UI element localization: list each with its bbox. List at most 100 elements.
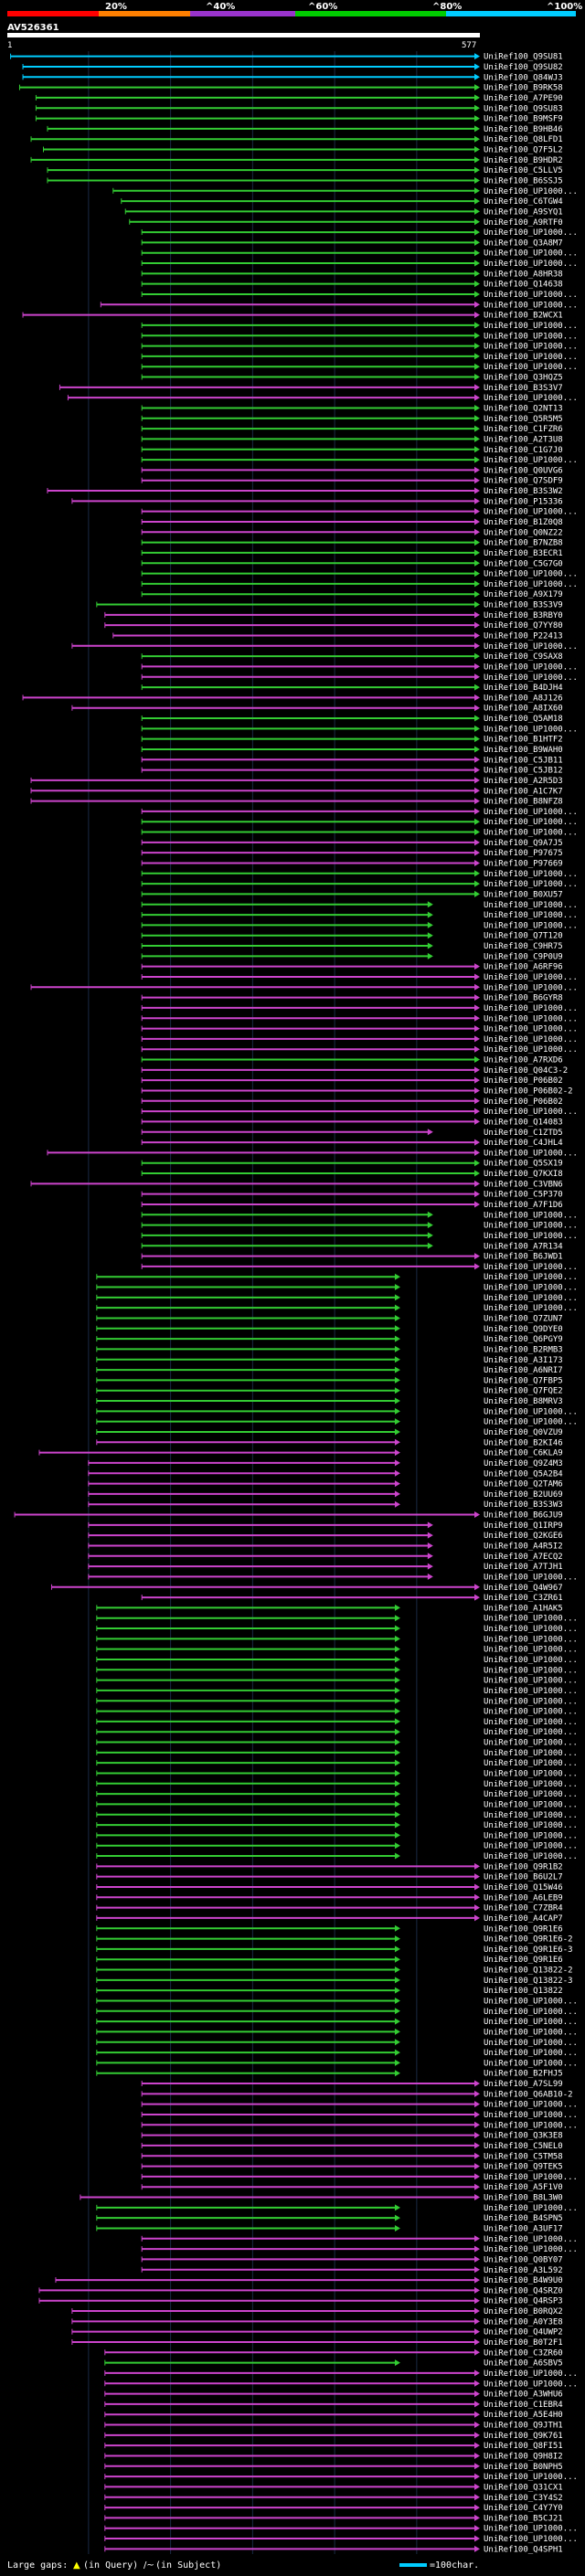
hit-label[interactable]: UniRef100_Q7ZUN7	[484, 1314, 563, 1323]
hit-label[interactable]: UniRef100_UP1000...	[484, 187, 578, 196]
hit-label[interactable]: UniRef100_Q31CX1	[484, 2483, 563, 2492]
hit-label[interactable]: UniRef100_B3S3W3	[484, 1500, 563, 1510]
hit-label[interactable]: UniRef100_UP1000...	[484, 2008, 578, 2017]
hit-label[interactable]: UniRef100_C9P0U9	[484, 952, 563, 961]
hit-label[interactable]: UniRef100_A8J126	[484, 694, 563, 703]
hit-label[interactable]: UniRef100_UP1000...	[484, 1004, 578, 1013]
hit-label[interactable]: UniRef100_Q7KXI8	[484, 1170, 563, 1179]
hit-label[interactable]: UniRef100_UP1000...	[484, 818, 578, 827]
hit-label[interactable]: UniRef100_C5P370	[484, 1191, 563, 1200]
hit-label[interactable]: UniRef100_UP1000...	[484, 1304, 578, 1313]
hit-label[interactable]: UniRef100_C1FZR6	[484, 425, 563, 434]
hit-label[interactable]: UniRef100_UP1000...	[484, 1014, 578, 1023]
hit-label[interactable]: UniRef100_Q2TAM6	[484, 1480, 563, 1489]
hit-label[interactable]: UniRef100_Q13822-2	[484, 1966, 573, 1976]
hit-label[interactable]: UniRef100_A7TJH1	[484, 1563, 563, 1572]
hit-label[interactable]: UniRef100_A8HR38	[484, 270, 563, 279]
hit-label[interactable]: UniRef100_UP1000...	[484, 1211, 578, 1220]
hit-label[interactable]: UniRef100_UP1000...	[484, 1800, 578, 1809]
hit-label[interactable]: UniRef100_A3L592	[484, 2266, 563, 2275]
hit-label[interactable]: UniRef100_A5F1V0	[484, 2183, 563, 2192]
hit-label[interactable]: UniRef100_UP1000...	[484, 829, 578, 838]
hit-label[interactable]: UniRef100_C5LLV5	[484, 166, 563, 175]
hit-label[interactable]: UniRef100_B3ECR1	[484, 549, 563, 558]
hit-label[interactable]: UniRef100_UP1000...	[484, 1749, 578, 1758]
hit-label[interactable]: UniRef100_UP1000...	[484, 322, 578, 331]
hit-label[interactable]: UniRef100_UP1000...	[484, 880, 578, 889]
hit-label[interactable]: UniRef100_Q7F5L2	[484, 146, 563, 155]
hit-label[interactable]: UniRef100_UP1000...	[484, 1677, 578, 1686]
hit-label[interactable]: UniRef100_B4SPN5	[484, 2214, 563, 2223]
hit-label[interactable]: UniRef100_UP1000...	[484, 2101, 578, 2110]
hit-label[interactable]: UniRef100_UP1000...	[484, 1294, 578, 1303]
hit-label[interactable]: UniRef100_UP1000...	[484, 1656, 578, 1665]
hit-label[interactable]: UniRef100_UP1000...	[484, 1222, 578, 1231]
hit-label[interactable]: UniRef100_A4CAP7	[484, 1914, 563, 1924]
hit-label[interactable]: UniRef100_P97669	[484, 859, 563, 868]
hit-label[interactable]: UniRef100_Q5SX19	[484, 1160, 563, 1169]
hit-label[interactable]: UniRef100_UP1000...	[484, 2525, 578, 2534]
hit-label[interactable]: UniRef100_UP1000...	[484, 1263, 578, 1272]
hit-label[interactable]: UniRef100_A7RXD6	[484, 1056, 563, 1065]
hit-label[interactable]: UniRef100_B8MRV3	[484, 1397, 563, 1406]
hit-label[interactable]: UniRef100_UP1000...	[484, 394, 578, 403]
hit-label[interactable]: UniRef100_Q9H8I2	[484, 2452, 563, 2461]
hit-label[interactable]: UniRef100_Q8FI51	[484, 2442, 563, 2451]
hit-label[interactable]: UniRef100_B0RQX2	[484, 2307, 563, 2316]
hit-label[interactable]: UniRef100_UP1000...	[484, 973, 578, 982]
hit-label[interactable]: UniRef100_C6TGW4	[484, 197, 563, 207]
hit-label[interactable]: UniRef100_Q6AB10-2	[484, 2090, 573, 2099]
hit-label[interactable]: UniRef100_UP1000...	[484, 2121, 578, 2130]
hit-label[interactable]: UniRef100_UP1000...	[484, 1687, 578, 1696]
hit-label[interactable]: UniRef100_C3ZR61	[484, 1594, 563, 1603]
hit-label[interactable]: UniRef100_UP1000...	[484, 1025, 578, 1034]
hit-label[interactable]: UniRef100_UP1000...	[484, 301, 578, 310]
hit-label[interactable]: UniRef100_UP1000...	[484, 2173, 578, 2182]
hit-label[interactable]: UniRef100_B6U2L7	[484, 1873, 563, 1882]
hit-label[interactable]: UniRef100_B1Z0Q8	[484, 518, 563, 527]
hit-label[interactable]: UniRef100_B7NZB8	[484, 539, 563, 548]
hit-label[interactable]: UniRef100_Q7T120	[484, 932, 563, 941]
hit-label[interactable]: UniRef100_B4DJH4	[484, 684, 563, 693]
hit-label[interactable]: UniRef100_P06B02-2	[484, 1087, 573, 1096]
hit-label[interactable]: UniRef100_Q5AM18	[484, 715, 563, 724]
hit-label[interactable]: UniRef100_UP1000...	[484, 291, 578, 300]
hit-label[interactable]: UniRef100_UP1000...	[484, 1790, 578, 1799]
hit-label[interactable]: UniRef100_UP1000...	[484, 2369, 578, 2379]
hit-label[interactable]: UniRef100_UP1000...	[484, 870, 578, 879]
hit-label[interactable]: UniRef100_A9SYQ1	[484, 207, 563, 217]
hit-label[interactable]: UniRef100_A4R5I2	[484, 1542, 563, 1551]
hit-label[interactable]: UniRef100_Q5R5M5	[484, 415, 563, 424]
hit-label[interactable]: UniRef100_B0T2F1	[484, 2338, 563, 2348]
hit-label[interactable]: UniRef100_UP1000...	[484, 808, 578, 817]
hit-label[interactable]: UniRef100_B4W9U0	[484, 2276, 563, 2285]
hit-label[interactable]: UniRef100_Q7FBP5	[484, 1376, 563, 1385]
hit-label[interactable]: UniRef100_UP1000...	[484, 1646, 578, 1655]
hit-label[interactable]: UniRef100_UP1000...	[484, 2245, 578, 2254]
hit-label[interactable]: UniRef100_UP1000...	[484, 1108, 578, 1117]
hit-label[interactable]: UniRef100_A7ECQ2	[484, 1553, 563, 1562]
hit-label[interactable]: UniRef100_UP1000...	[484, 1811, 578, 1820]
hit-label[interactable]: UniRef100_Q9SU83	[484, 104, 563, 113]
hit-label[interactable]: UniRef100_B9WAH0	[484, 746, 563, 755]
hit-label[interactable]: UniRef100_UP1000...	[484, 363, 578, 372]
hit-label[interactable]: UniRef100_Q0NZ22	[484, 528, 563, 537]
hit-label[interactable]: UniRef100_Q6PGY9	[484, 1335, 563, 1344]
hit-label[interactable]: UniRef100_UP1000...	[484, 663, 578, 672]
hit-label[interactable]: UniRef100_UP1000...	[484, 725, 578, 734]
hit-label[interactable]: UniRef100_UP1000...	[484, 2049, 578, 2058]
hit-label[interactable]: UniRef100_Q9R1E6	[484, 1924, 563, 1934]
hit-label[interactable]: UniRef100_Q7FQE2	[484, 1387, 563, 1396]
hit-label[interactable]: UniRef100_UP1000...	[484, 1769, 578, 1778]
hit-label[interactable]: UniRef100_Q9TEK5	[484, 2163, 563, 2172]
hit-label[interactable]: UniRef100_UP1000...	[484, 1625, 578, 1634]
hit-label[interactable]: UniRef100_Q0VZU9	[484, 1428, 563, 1437]
hit-label[interactable]: UniRef100_Q4SRZ0	[484, 2286, 563, 2295]
hit-label[interactable]: UniRef100_UP1000...	[484, 1045, 578, 1055]
hit-label[interactable]: UniRef100_Q3A8M7	[484, 239, 563, 248]
hit-label[interactable]: UniRef100_C6KLA9	[484, 1449, 563, 1458]
hit-label[interactable]: UniRef100_Q0BY07	[484, 2255, 563, 2264]
hit-label[interactable]: UniRef100_C9HR75	[484, 942, 563, 951]
hit-label[interactable]: UniRef100_C9SAX8	[484, 652, 563, 662]
hit-label[interactable]: UniRef100_Q9R1B2	[484, 1862, 563, 1871]
